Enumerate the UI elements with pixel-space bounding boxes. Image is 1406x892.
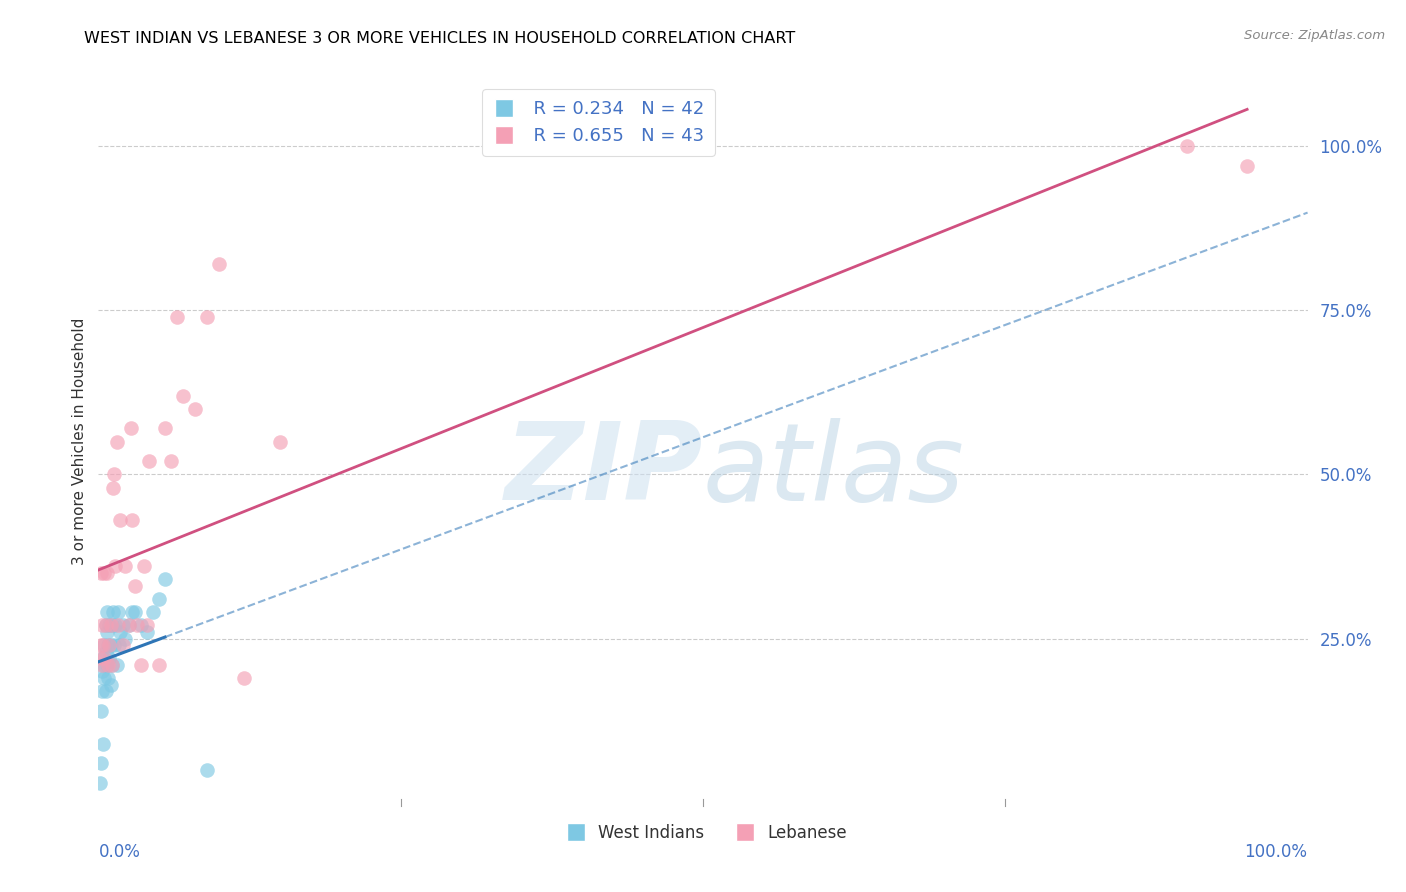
Point <box>121 605 143 619</box>
Point <box>93 671 115 685</box>
Point <box>96 625 118 640</box>
Point <box>129 657 152 672</box>
Point <box>91 638 114 652</box>
Point <box>98 638 121 652</box>
Point <box>93 657 115 672</box>
Point <box>98 651 121 665</box>
Point <box>127 618 149 632</box>
Point <box>100 677 122 691</box>
Point <box>195 310 218 324</box>
Point <box>148 657 170 672</box>
Point <box>91 618 114 632</box>
Point <box>93 566 115 580</box>
Point <box>94 618 117 632</box>
Point <box>93 638 115 652</box>
Point <box>118 618 141 632</box>
Point <box>91 657 114 672</box>
Point <box>135 625 157 640</box>
Point <box>105 434 128 449</box>
Point <box>208 257 231 271</box>
Point <box>93 651 115 665</box>
Point <box>108 625 131 640</box>
Point <box>91 665 114 679</box>
Point <box>111 638 134 652</box>
Point <box>89 776 111 790</box>
Point <box>134 559 156 574</box>
Text: ZIP: ZIP <box>505 417 703 524</box>
Legend: West Indians, Lebanese: West Indians, Lebanese <box>553 817 853 848</box>
Point <box>104 618 127 632</box>
Point <box>105 657 128 672</box>
Point <box>1236 159 1258 173</box>
Text: 0.0%: 0.0% <box>98 843 141 861</box>
Text: atlas: atlas <box>703 418 965 523</box>
Point <box>153 573 176 587</box>
Point <box>100 657 122 672</box>
Point <box>148 592 170 607</box>
Point <box>89 651 111 665</box>
Point <box>98 618 121 632</box>
Point <box>101 605 124 619</box>
Point <box>103 638 125 652</box>
Text: WEST INDIAN VS LEBANESE 3 OR MORE VEHICLES IN HOUSEHOLD CORRELATION CHART: WEST INDIAN VS LEBANESE 3 OR MORE VEHICL… <box>84 31 796 46</box>
Point <box>1175 139 1198 153</box>
Point <box>142 605 165 619</box>
Point <box>90 566 112 580</box>
Point <box>129 618 152 632</box>
Point <box>269 434 291 449</box>
Point <box>100 618 122 632</box>
Point <box>100 638 122 652</box>
Point <box>124 579 146 593</box>
Point <box>101 481 124 495</box>
Point <box>96 566 118 580</box>
Point <box>172 388 194 402</box>
Point <box>166 310 188 324</box>
Point <box>232 671 254 685</box>
Point <box>96 657 118 672</box>
Point <box>111 618 134 632</box>
Point <box>108 513 131 527</box>
Point <box>94 645 117 659</box>
Point <box>104 559 127 574</box>
Point <box>107 618 129 632</box>
Point <box>120 421 142 435</box>
Point <box>100 618 122 632</box>
Point <box>97 638 120 652</box>
Point <box>121 513 143 527</box>
Point <box>108 638 131 652</box>
Point <box>118 618 141 632</box>
Point <box>90 704 112 718</box>
Point <box>135 618 157 632</box>
Point <box>96 605 118 619</box>
Point <box>184 401 207 416</box>
Point <box>107 605 129 619</box>
Point <box>153 421 176 435</box>
Point <box>103 467 125 482</box>
Point <box>100 657 122 672</box>
Point <box>114 632 136 646</box>
Point <box>91 684 114 698</box>
Point <box>90 638 112 652</box>
Point <box>94 618 117 632</box>
Y-axis label: 3 or more Vehicles in Household: 3 or more Vehicles in Household <box>72 318 87 566</box>
Point <box>160 454 183 468</box>
Point <box>91 651 114 665</box>
Point <box>124 605 146 619</box>
Point <box>138 454 160 468</box>
Point <box>91 737 114 751</box>
Point <box>97 671 120 685</box>
Point <box>114 559 136 574</box>
Text: Source: ZipAtlas.com: Source: ZipAtlas.com <box>1244 29 1385 42</box>
Point <box>195 763 218 777</box>
Text: 100.0%: 100.0% <box>1244 843 1308 861</box>
Point <box>94 684 117 698</box>
Point <box>97 657 120 672</box>
Point <box>90 756 112 771</box>
